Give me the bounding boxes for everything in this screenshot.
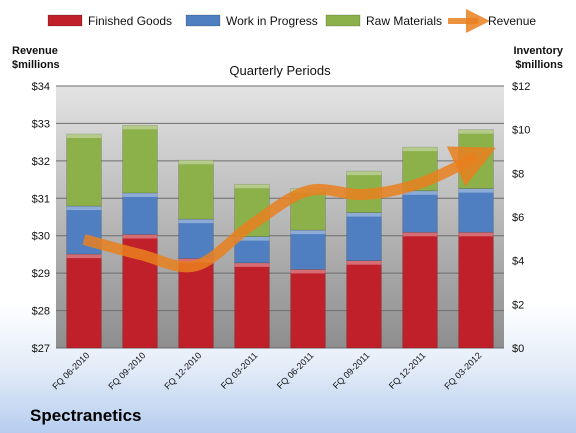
- bar-highlight: [178, 160, 214, 165]
- bar-finished-goods-5: [346, 260, 382, 349]
- left-axis-title-line1: Revenue: [12, 45, 58, 57]
- left-tick-label: $32: [32, 156, 50, 168]
- left-axis-ticks: $27 $28 $29 $30 $31 $32 $33 $34: [32, 81, 50, 355]
- left-tick-label: $27: [32, 343, 50, 355]
- right-axis-title-line2: $millions: [515, 59, 563, 71]
- bar-finished-goods-0: [66, 253, 102, 349]
- bar-highlight: [402, 232, 438, 237]
- bar-highlight: [66, 134, 102, 139]
- bar-highlight: [402, 147, 438, 152]
- bar-work-in-progress-1: [122, 192, 158, 235]
- bar-finished-goods-3: [234, 262, 270, 349]
- left-tick-label: $31: [32, 193, 50, 205]
- bar-finished-goods-2: [178, 258, 214, 349]
- left-tick-label: $30: [32, 231, 50, 243]
- bar-highlight: [290, 230, 326, 235]
- x-tick-label: FQ 09-2011: [331, 350, 372, 391]
- right-tick-label: $8: [512, 168, 524, 180]
- legend-swatch-work-in-progress: [185, 14, 221, 27]
- bar-highlight: [122, 192, 158, 197]
- bar-work-in-progress-2: [178, 218, 214, 259]
- left-tick-label: $28: [32, 306, 50, 318]
- left-tick-label: $33: [32, 118, 50, 130]
- x-tick-label: FQ 09-2010: [106, 350, 147, 391]
- bar-finished-goods-7: [458, 231, 494, 349]
- revenue-line: [82, 146, 496, 273]
- left-axis-title-line2: $millions: [12, 59, 60, 71]
- bar-highlight: [458, 129, 494, 134]
- legend-label-finished-goods: Finished Goods: [88, 14, 172, 28]
- x-tick-label: FQ 12-2010: [162, 350, 203, 391]
- bar-raw-materials-0: [66, 133, 102, 207]
- bar-finished-goods-6: [402, 231, 438, 349]
- bar-raw-materials-2: [178, 159, 214, 220]
- bar-highlight: [402, 190, 438, 195]
- legend: Finished Goods Work in Progress Raw Materi…: [47, 9, 536, 33]
- company-name: Spectranetics: [30, 406, 142, 425]
- x-tick-label: FQ 06-2010: [50, 350, 91, 391]
- bar-highlight: [234, 184, 270, 189]
- right-tick-label: $12: [512, 81, 530, 93]
- right-axis-ticks: $0 $2 $4 $6 $8 $10 $12: [512, 81, 530, 355]
- x-tick-label: FQ 03-2011: [219, 350, 260, 391]
- bar-highlight: [122, 125, 158, 130]
- right-tick-label: $2: [512, 299, 524, 311]
- right-tick-label: $0: [512, 343, 524, 355]
- legend-swatch-raw-materials: [325, 14, 361, 27]
- x-axis-ticks: FQ 06-2010 FQ 09-2010 FQ 12-2010 FQ 03-2011…: [50, 350, 483, 391]
- bar-work-in-progress-3: [234, 236, 270, 264]
- bar-highlight: [122, 234, 158, 239]
- bar-raw-materials-1: [122, 125, 158, 194]
- bar-highlight: [66, 206, 102, 211]
- legend-label-revenue: Revenue: [488, 14, 536, 28]
- legend-label-raw-materials: Raw Materials: [366, 14, 442, 28]
- right-tick-label: $10: [512, 125, 530, 137]
- bar-highlight: [234, 262, 270, 267]
- left-tick-label: $34: [32, 81, 50, 93]
- bar-highlight: [234, 236, 270, 241]
- x-tick-label: FQ 03-2012: [442, 350, 483, 391]
- bar-highlight: [290, 269, 326, 274]
- legend-label-work-in-progress: Work in Progress: [226, 14, 318, 28]
- bar-work-in-progress-4: [290, 229, 326, 270]
- left-tick-label: $29: [32, 268, 50, 280]
- bar-finished-goods-4: [290, 269, 326, 349]
- bars: [66, 125, 494, 349]
- bar-highlight: [458, 232, 494, 237]
- bar-highlight: [346, 212, 382, 217]
- revenue-line-layer: [82, 146, 496, 273]
- bar-highlight: [346, 171, 382, 176]
- bar-highlight: [346, 260, 382, 265]
- chart-subtitle: Quarterly Periods: [229, 63, 331, 78]
- bar-highlight: [458, 188, 494, 193]
- right-axis-title-line1: Inventory: [513, 45, 563, 57]
- bar-highlight: [66, 254, 102, 259]
- right-tick-label: $6: [512, 212, 524, 224]
- right-tick-label: $4: [512, 256, 524, 268]
- bar-work-in-progress-5: [346, 212, 382, 261]
- bar-highlight: [178, 219, 214, 224]
- bar-work-in-progress-7: [458, 188, 494, 233]
- x-tick-label: FQ 06-2011: [275, 350, 316, 391]
- x-tick-label: FQ 12-2011: [387, 350, 428, 391]
- legend-swatch-finished-goods: [47, 14, 83, 27]
- bar-work-in-progress-6: [402, 190, 438, 233]
